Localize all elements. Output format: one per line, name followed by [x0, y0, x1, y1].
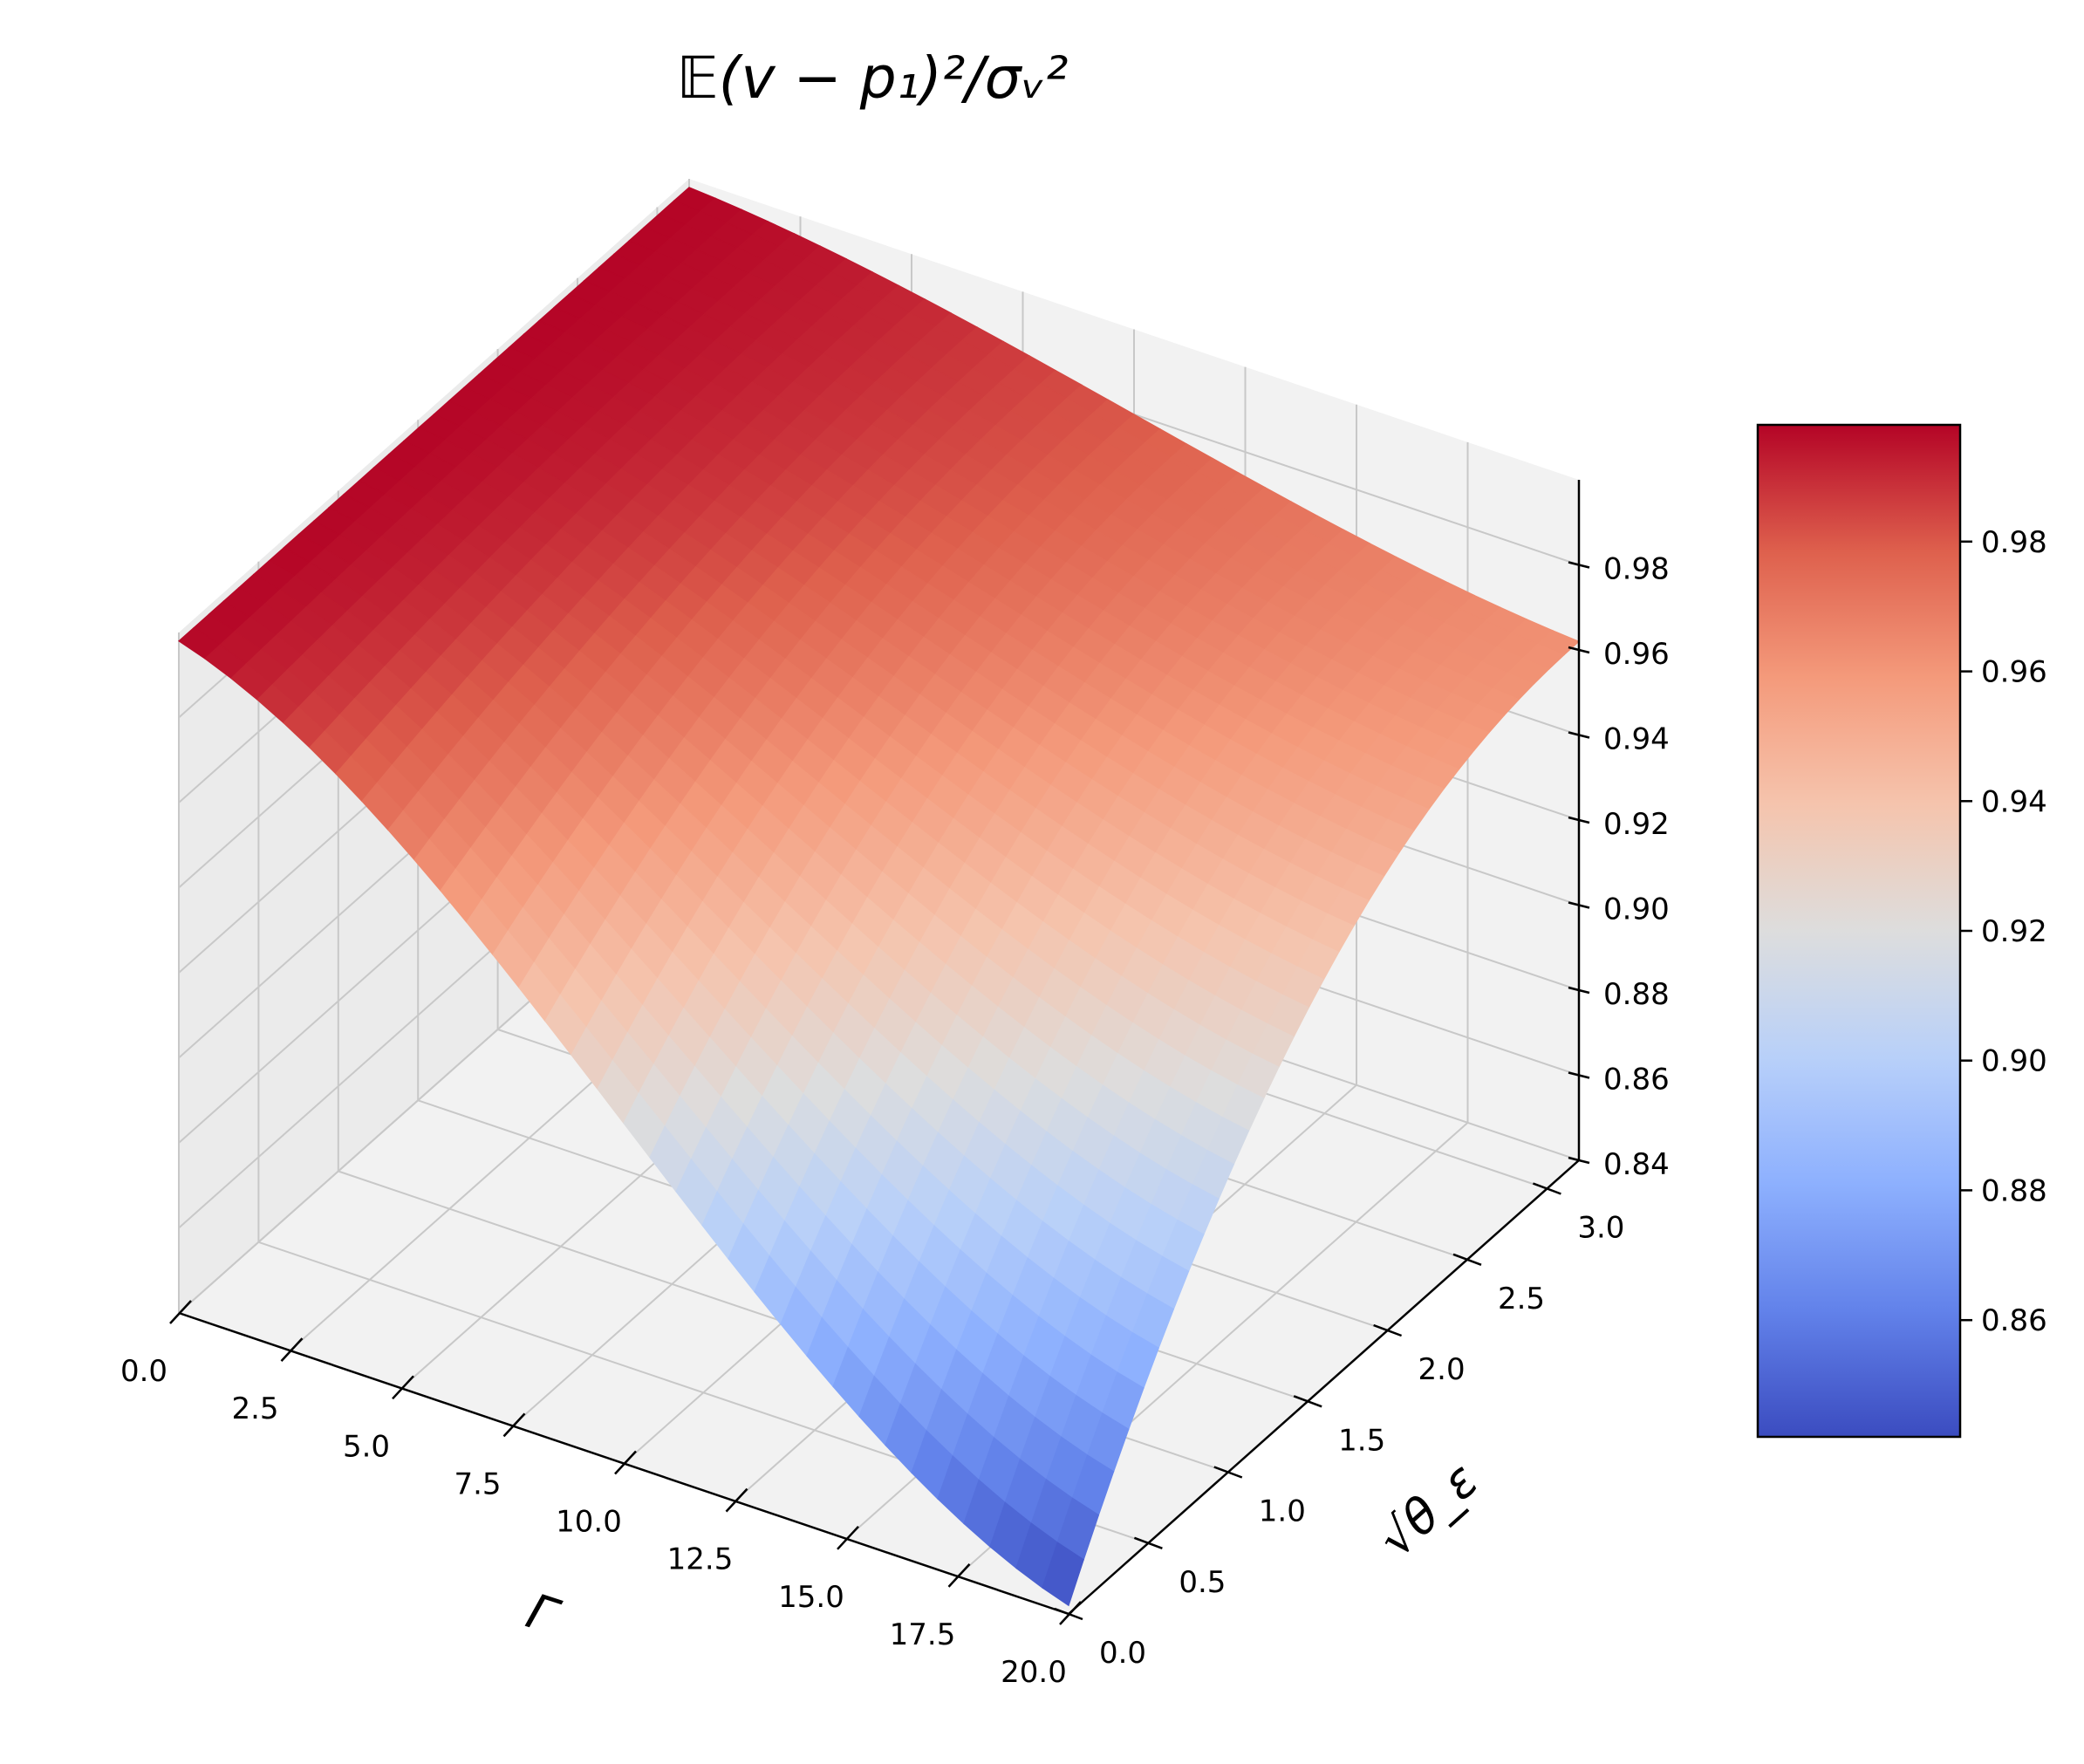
x-tick-label: 12.5 — [667, 1542, 734, 1577]
colorbar-tick-label: 0.88 — [1981, 1173, 2047, 1208]
surface — [178, 187, 1581, 1607]
y-tick-mark — [1532, 1182, 1561, 1195]
x-tick-mark — [947, 1563, 971, 1588]
z-tick-mark — [1568, 816, 1590, 824]
x-tick-mark — [502, 1412, 526, 1438]
x-tick-label: 2.5 — [231, 1391, 278, 1426]
x-tick-mark — [280, 1337, 304, 1362]
y-axis-label: √θ_ε — [1368, 1452, 1489, 1569]
x-tick-label: 17.5 — [890, 1617, 956, 1652]
y-tick-mark — [1054, 1607, 1083, 1621]
colorbar-tick-label: 0.94 — [1981, 784, 2047, 819]
z-tick-mark — [1568, 731, 1590, 739]
y-axis-line — [1068, 1159, 1580, 1615]
x-tick-label: 5.0 — [343, 1429, 390, 1464]
colorbar-rect — [1756, 423, 1962, 1439]
x-tick-mark — [1059, 1601, 1082, 1625]
z-tick-label: 0.96 — [1603, 637, 1670, 672]
x-tick-label: 0.0 — [120, 1354, 167, 1389]
y-tick-label: 2.5 — [1498, 1282, 1545, 1316]
y-tick-label: 0.5 — [1179, 1565, 1226, 1600]
chart-title: 𝔼(v − p₁)²/σᵥ² — [677, 44, 1069, 112]
y-tick-mark — [1452, 1253, 1482, 1266]
z-tick-label: 0.90 — [1603, 892, 1670, 927]
colorbar-tick-label: 0.98 — [1981, 525, 2047, 560]
x-tick-mark — [837, 1525, 859, 1550]
z-tick-mark — [1568, 561, 1590, 569]
x-tick-mark — [169, 1300, 192, 1324]
surface-patch — [1042, 1542, 1084, 1607]
z-tick-label: 0.92 — [1603, 807, 1670, 842]
z-tick-label: 0.98 — [1603, 552, 1670, 587]
z-tick-mark — [1568, 901, 1590, 909]
z-tick-label: 0.88 — [1603, 977, 1670, 1012]
y-tick-mark — [1133, 1536, 1163, 1549]
z-tick-labels: 0.84 0.86 0.88 0.90 0.92 0.94 0.96 0.98 — [1603, 552, 1670, 1183]
z-tick-label: 0.86 — [1603, 1063, 1670, 1097]
x-tick-mark — [725, 1487, 748, 1513]
z-tick-mark — [1568, 986, 1590, 995]
colorbar-tick-label: 0.92 — [1981, 914, 2047, 949]
x-tick-label: 10.0 — [556, 1505, 622, 1540]
z-tick-label: 0.84 — [1603, 1147, 1670, 1182]
y-tick-mark — [1213, 1466, 1243, 1479]
z-tick-mark — [1568, 646, 1590, 654]
y-tick-label: 2.0 — [1418, 1352, 1466, 1387]
x-tick-label: 20.0 — [1001, 1655, 1067, 1690]
y-tick-label: 1.0 — [1259, 1494, 1306, 1529]
y-tick-label: 0.0 — [1099, 1636, 1146, 1671]
colorbar-tick-label: 0.90 — [1981, 1044, 2047, 1079]
colorbar: 0.86 0.88 0.90 0.92 0.94 0.96 0.98 — [1756, 423, 2047, 1439]
y-tick-labels: 0.0 0.5 1.0 1.5 2.0 2.5 3.0 — [1099, 1211, 1624, 1672]
y-tick-label: 3.0 — [1577, 1211, 1624, 1246]
y-tick-label: 1.5 — [1338, 1423, 1385, 1458]
z-tick-mark — [1568, 1071, 1590, 1079]
z-tick-mark — [1568, 1156, 1590, 1165]
x-axis-label: Γ — [520, 1583, 566, 1647]
colorbar-tick-label: 0.86 — [1981, 1303, 2047, 1338]
colorbar-ticks: 0.86 0.88 0.90 0.92 0.94 0.96 0.98 — [1960, 525, 2047, 1338]
colorbar-tick-label: 0.96 — [1981, 655, 2047, 690]
y-tick-mark — [1373, 1323, 1403, 1337]
x-tick-mark — [614, 1450, 637, 1475]
x-tick-labels: 0.0 2.5 5.0 7.5 10.0 12.5 15.0 17.5 20.0 — [120, 1354, 1067, 1690]
axes — [169, 480, 1590, 1625]
x-tick-label: 15.0 — [778, 1580, 844, 1615]
y-tick-mark — [1293, 1395, 1322, 1408]
z-tick-label: 0.94 — [1603, 722, 1670, 757]
x-tick-mark — [392, 1375, 414, 1400]
x-tick-label: 7.5 — [454, 1467, 501, 1501]
